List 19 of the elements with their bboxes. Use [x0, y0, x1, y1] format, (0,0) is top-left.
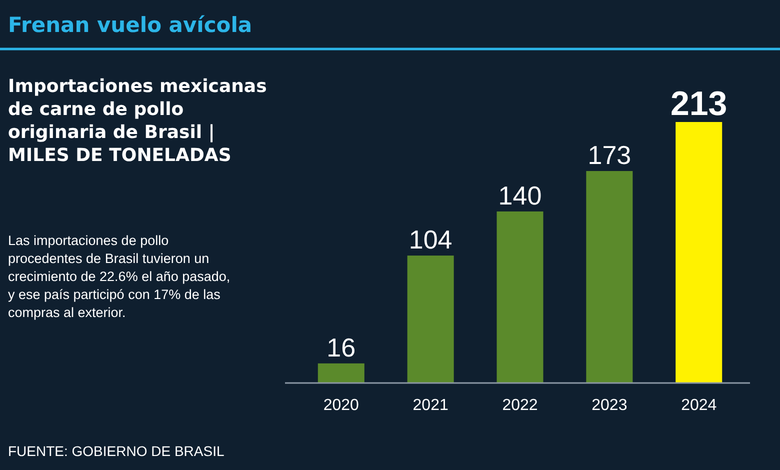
- bar: [676, 122, 722, 383]
- data-label: 213: [670, 85, 728, 123]
- x-tick-label: 2023: [592, 397, 628, 414]
- x-tick-label: 2022: [502, 397, 538, 414]
- bar: [318, 363, 364, 383]
- source-note: FUENTE: GOBIERNO DE BRASIL: [8, 443, 224, 459]
- x-tick-label: 2020: [323, 397, 360, 414]
- data-label: 16: [326, 332, 356, 362]
- bar: [586, 171, 633, 383]
- data-label: 173: [588, 140, 632, 170]
- bar: [496, 211, 544, 383]
- bar: [407, 256, 454, 383]
- data-label: 140: [498, 180, 542, 210]
- text: Las importaciones de pollo procedentes de Brasil tuvieron un crecimiento de 22.6% el año pasado, y ese país participó con 17% de las compras al exterior.: [8, 233, 230, 320]
- chart-title: Frenan vuelo avícola: [8, 13, 252, 37]
- data-label: 104: [408, 224, 452, 255]
- x-tick-label: 2021: [412, 397, 448, 414]
- text: Importaciones mexicanas de carne de pollo originaria de Brasil | MILES DE TONELADAS: [8, 76, 267, 166]
- x-tick-label: 2024: [681, 397, 717, 414]
